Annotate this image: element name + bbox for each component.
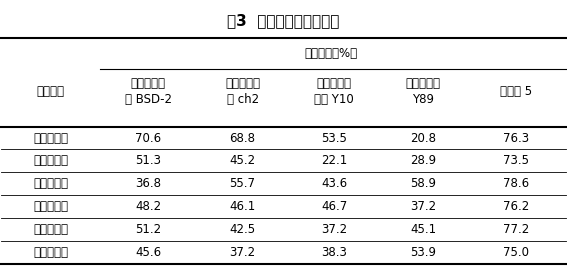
Text: 黄瓜白粉病: 黄瓜白粉病 <box>33 154 68 167</box>
Text: 37.2: 37.2 <box>321 223 348 236</box>
Text: 46.1: 46.1 <box>230 200 256 213</box>
Text: 植物病害: 植物病害 <box>37 85 65 98</box>
Text: 黄瓜枯萎病: 黄瓜枯萎病 <box>33 177 68 190</box>
Text: 51.3: 51.3 <box>135 154 161 167</box>
Text: 78.6: 78.6 <box>503 177 530 190</box>
Text: 38.3: 38.3 <box>321 246 347 259</box>
Text: 防治效果（%）: 防治效果（%） <box>305 47 358 60</box>
Text: 类芽孢杆菌
Y89: 类芽孢杆菌 Y89 <box>405 77 441 106</box>
Text: 55.7: 55.7 <box>230 177 256 190</box>
Text: 36.8: 36.8 <box>135 177 161 190</box>
Text: 51.2: 51.2 <box>135 223 161 236</box>
Text: 20.8: 20.8 <box>410 132 436 144</box>
Text: 42.5: 42.5 <box>230 223 256 236</box>
Text: 53.5: 53.5 <box>321 132 347 144</box>
Text: 番茄霜霉病: 番茄霜霉病 <box>33 223 68 236</box>
Text: 77.2: 77.2 <box>503 223 530 236</box>
Text: 黄瓜灰霉病: 黄瓜灰霉病 <box>33 132 68 144</box>
Text: 22.1: 22.1 <box>321 154 348 167</box>
Text: 45.2: 45.2 <box>230 154 256 167</box>
Text: 43.6: 43.6 <box>321 177 348 190</box>
Text: 实施例 5: 实施例 5 <box>500 85 532 98</box>
Text: 45.6: 45.6 <box>135 246 161 259</box>
Text: 45.1: 45.1 <box>410 223 436 236</box>
Text: 58.9: 58.9 <box>410 177 436 190</box>
Text: 75.0: 75.0 <box>503 246 529 259</box>
Text: 46.7: 46.7 <box>321 200 348 213</box>
Text: 76.2: 76.2 <box>503 200 530 213</box>
Text: 76.3: 76.3 <box>503 132 530 144</box>
Text: 番茄早疫病: 番茄早疫病 <box>33 246 68 259</box>
Text: 70.6: 70.6 <box>135 132 161 144</box>
Text: 37.2: 37.2 <box>410 200 436 213</box>
Text: 53.9: 53.9 <box>410 246 436 259</box>
Text: 枯草芽胞杆
菌 BSD-2: 枯草芽胞杆 菌 BSD-2 <box>125 77 172 106</box>
Text: 28.9: 28.9 <box>410 154 436 167</box>
Text: 表3  不同生防菌应用效果: 表3 不同生防菌应用效果 <box>227 14 340 29</box>
Text: 73.5: 73.5 <box>503 154 529 167</box>
Text: 番茄叶霉病: 番茄叶霉病 <box>33 200 68 213</box>
Text: 37.2: 37.2 <box>230 246 256 259</box>
Text: 短短芽孢杆
菌 ch2: 短短芽孢杆 菌 ch2 <box>225 77 260 106</box>
Text: 48.2: 48.2 <box>135 200 161 213</box>
Text: 68.8: 68.8 <box>230 132 256 144</box>
Text: 解淀粉芽孢
杆菌 Y10: 解淀粉芽孢 杆菌 Y10 <box>315 77 354 106</box>
